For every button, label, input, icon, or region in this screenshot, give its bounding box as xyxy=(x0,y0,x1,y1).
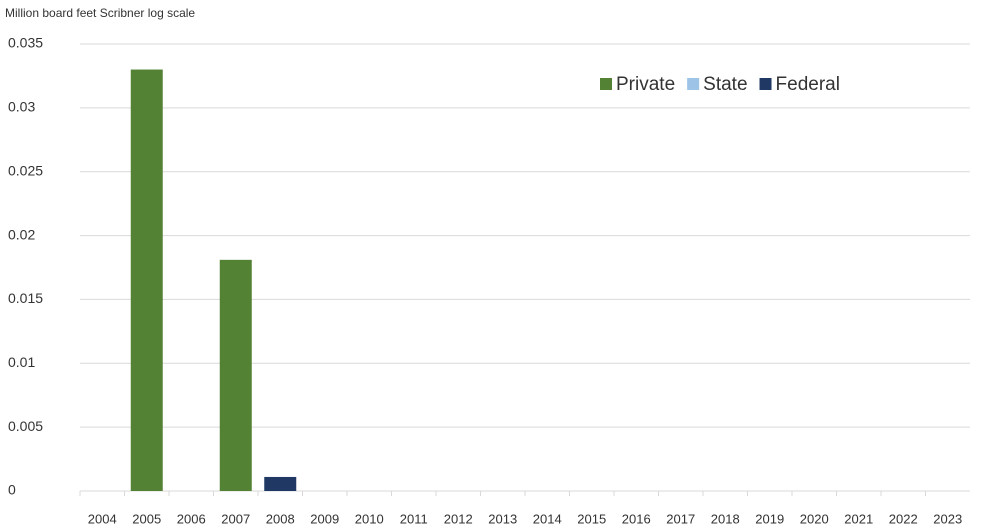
x-tick-label: 2008 xyxy=(266,511,295,526)
legend-label: Private xyxy=(616,74,675,95)
legend-label: Federal xyxy=(776,74,840,95)
bar xyxy=(264,476,297,491)
x-tick-label: 2007 xyxy=(221,511,250,526)
y-tick-label: 0 xyxy=(8,482,16,498)
x-tick-label: 2012 xyxy=(444,511,473,526)
y-tick-label: 0.01 xyxy=(8,354,35,370)
legend-swatch xyxy=(600,78,612,90)
legend-label: State xyxy=(703,74,747,95)
x-tick-label: 2014 xyxy=(533,511,562,526)
y-axis-label: Million board feet Scribner log scale xyxy=(5,6,195,20)
x-tick-label: 2016 xyxy=(622,511,651,526)
bar xyxy=(130,69,163,492)
y-tick-label: 0.035 xyxy=(8,35,43,51)
x-tick-label: 2011 xyxy=(400,511,428,526)
y-tick-label: 0.03 xyxy=(8,99,35,115)
y-tick-label: 0.025 xyxy=(8,162,43,178)
legend-swatch xyxy=(687,78,700,90)
x-tick-label: 2023 xyxy=(933,511,962,526)
x-tick-label: 2018 xyxy=(711,511,740,526)
bar xyxy=(219,259,252,491)
x-tick-label: 2013 xyxy=(488,511,517,526)
x-tick-label: 2006 xyxy=(177,511,206,526)
x-tick-label: 2017 xyxy=(666,511,695,526)
x-tick-label: 2010 xyxy=(355,511,384,526)
x-tick-label: 2021 xyxy=(844,511,873,526)
y-tick-label: 0.015 xyxy=(8,290,43,306)
x-tick-label: 2009 xyxy=(310,511,339,526)
y-tick-label: 0.02 xyxy=(8,226,35,242)
x-tick-label: 2005 xyxy=(132,511,161,526)
x-tick-label: 2004 xyxy=(88,511,117,526)
y-tick-label: 0.005 xyxy=(8,418,43,434)
x-tick-label: 2019 xyxy=(755,511,784,526)
x-tick-label: 2022 xyxy=(889,511,918,526)
x-tick-label: 2020 xyxy=(800,511,829,526)
x-tick-label: 2015 xyxy=(577,511,606,526)
legend-swatch xyxy=(759,78,772,90)
